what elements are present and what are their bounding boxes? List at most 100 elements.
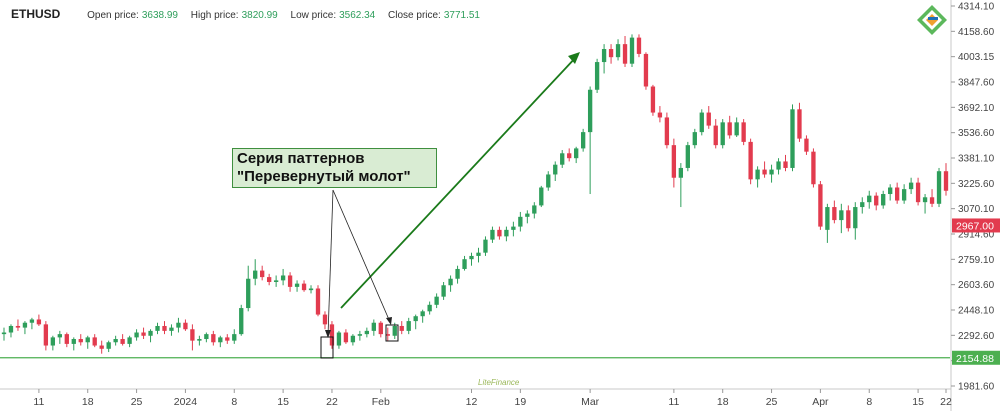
candle-body (678, 167, 684, 178)
candle-body (790, 109, 795, 168)
candle-body (280, 275, 286, 281)
candle-body (253, 270, 258, 279)
candle-body (908, 182, 914, 190)
x-tick-label: 12 (466, 396, 478, 408)
candle-body (490, 229, 495, 240)
candle-body (197, 339, 202, 341)
x-tick-label: 25 (131, 396, 143, 408)
candle-body (8, 325, 14, 333)
pointer-arrowhead-2 (386, 317, 392, 325)
candle-body (239, 308, 244, 335)
candle-body (225, 337, 230, 341)
candle-body (881, 194, 886, 206)
candle-body (839, 210, 844, 221)
pointer-arrowhead-1 (325, 330, 331, 338)
candle-body (85, 337, 90, 343)
candle-body (371, 322, 376, 331)
candle-body (594, 62, 600, 90)
candle-body (511, 226, 516, 230)
candle-body (664, 117, 670, 146)
candle-body (629, 37, 635, 64)
candle-body (929, 197, 935, 204)
candle-body (287, 275, 293, 287)
candle-body (804, 138, 809, 152)
open-price-label: Open price: (87, 10, 139, 21)
y-tick-label: 2914.60 (958, 230, 995, 241)
candle-body (811, 151, 816, 185)
candle-body (685, 145, 690, 168)
x-tick-label: 18 (717, 396, 729, 408)
candle-body (943, 171, 949, 191)
candle-body (113, 339, 118, 343)
candle-body (294, 283, 300, 287)
candle-body (1, 332, 7, 335)
candle-body (211, 334, 216, 343)
y-tick-label: 2292.60 (958, 331, 995, 342)
candle-body (176, 322, 181, 328)
candle-body (134, 332, 139, 338)
candle-body (392, 325, 397, 336)
candle-body (783, 161, 788, 168)
x-tick-label: Feb (372, 396, 390, 408)
y-tick-label: 2603.60 (958, 280, 995, 291)
symbol-label: ETHUSD (11, 7, 61, 21)
candle-body (762, 169, 767, 175)
y-tick-label: 3847.60 (958, 78, 995, 89)
time-axis: 11 18 25 2024 8 15 22 Feb 12 19 Mar 11 18 25 Apr 8 15 22 (0, 388, 952, 408)
y-tick-label: 3225.60 (958, 179, 995, 190)
y-tick-label: 3692.10 (958, 103, 995, 114)
candle-body (574, 148, 579, 159)
candle-body (901, 189, 907, 201)
y-tick-label: 3536.60 (958, 128, 995, 139)
x-tick-label: 22 (940, 396, 952, 408)
candle-body (608, 49, 614, 58)
candle-body (246, 278, 251, 309)
price-axis: 4314.10 4158.60 4003.15 3847.60 3692.10 3536.… (950, 0, 995, 411)
candle-body (727, 122, 732, 136)
x-tick-label: 11 (33, 396, 44, 408)
candle-body (818, 184, 823, 227)
candle-body (183, 322, 188, 330)
candle-body (36, 319, 42, 325)
candle-body (92, 337, 97, 346)
price-tags: 2967.00 2154.88 (952, 218, 1000, 365)
y-tick-label: 1981.60 (958, 382, 995, 393)
candle-body (50, 337, 56, 346)
watermark-logo: LiteFinance (478, 378, 520, 387)
candle-body (518, 216, 523, 227)
candle-body (776, 161, 781, 170)
candle-body (615, 44, 621, 58)
y-tick-label: 2448.10 (958, 306, 995, 317)
x-tick-label: Apr (812, 396, 829, 408)
candle-body (204, 334, 209, 340)
candle-body (64, 334, 69, 344)
candle-body (169, 327, 174, 331)
candle-body (385, 334, 390, 336)
candle-body (190, 329, 195, 341)
candle-body (546, 174, 551, 188)
candle-body (455, 268, 460, 279)
high-price-label: High price: (190, 10, 239, 21)
candle-body (741, 122, 746, 142)
candle-body (706, 112, 711, 126)
pattern-box-2 (385, 324, 399, 342)
candle-body (860, 202, 865, 208)
candle-body (553, 164, 558, 175)
candle-body (15, 325, 21, 328)
candle-body (420, 311, 425, 317)
candle-body (462, 259, 467, 269)
pattern-annotation-box: Серия паттернов "Перевернутый молот" (232, 148, 437, 188)
candle-body (936, 171, 942, 204)
candle-body (343, 332, 349, 343)
candle-body (266, 277, 272, 282)
candle-body (532, 205, 537, 214)
candle-body (650, 86, 656, 113)
low-price-label: Low price: (290, 10, 337, 21)
close-price-value: 3771.51 (443, 10, 480, 21)
x-tick-label: 18 (82, 396, 94, 408)
high-price-value: 3820.99 (241, 10, 278, 21)
candle-body (825, 207, 830, 230)
candle-body (734, 122, 739, 136)
y-tick-label: 2759.10 (958, 255, 995, 266)
